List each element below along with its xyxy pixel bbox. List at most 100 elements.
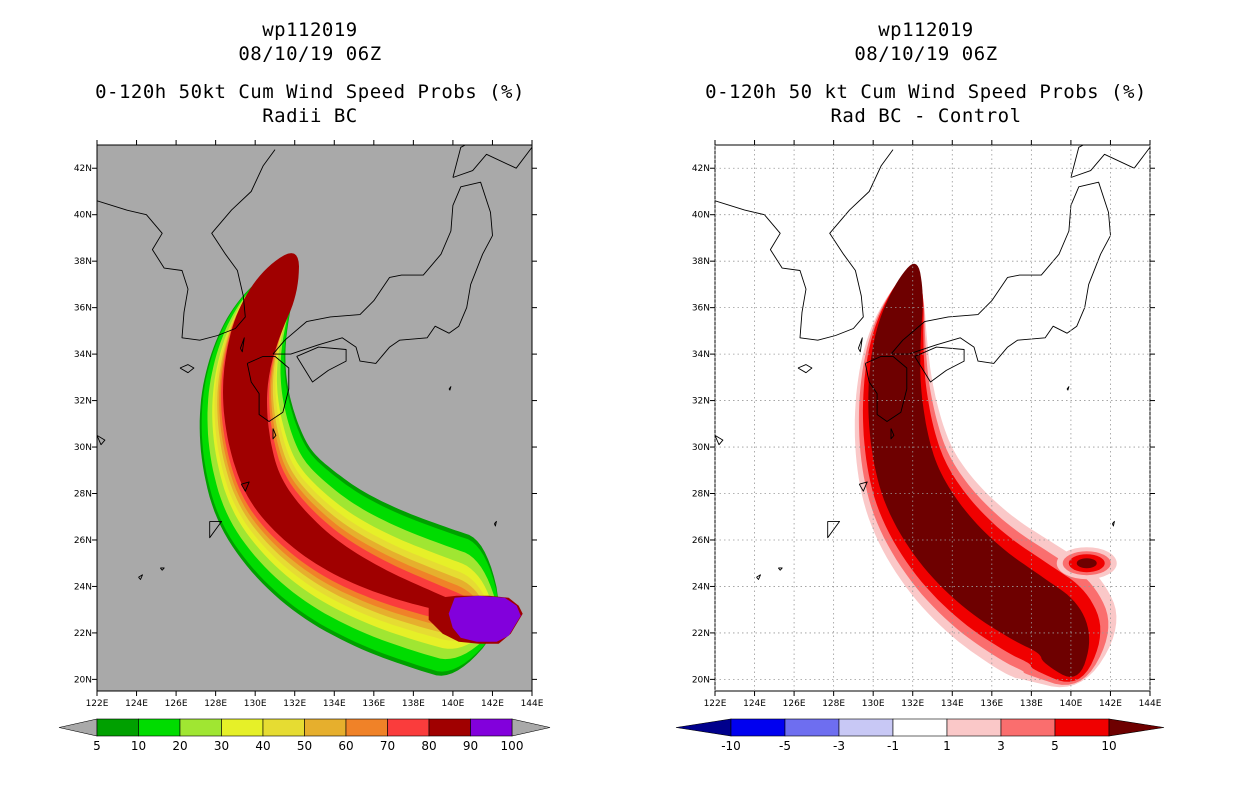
left-prob-contour-100 bbox=[448, 595, 521, 642]
right-colorbar-swatch-4 bbox=[946, 718, 1002, 737]
right-product-title: 0-120h 50 kt Cum Wind Speed Probs (%) bbox=[705, 81, 1147, 103]
left-y-tick-label: 28N bbox=[74, 490, 92, 500]
right-colorbar-label-5: 3 bbox=[997, 739, 1005, 753]
right-coastline-6 bbox=[857, 337, 863, 353]
right-y-tick-label: 28N bbox=[692, 490, 710, 500]
right-colorbar: -10 -5 -3 -1 1 3 5 10 bbox=[675, 718, 1165, 753]
right-colorbar-swatch-2 bbox=[838, 718, 894, 737]
right-colorbar-label-7: 10 bbox=[1101, 739, 1116, 753]
right-coastline-1 bbox=[864, 355, 908, 422]
right-x-tick-label: 138E bbox=[1020, 699, 1043, 709]
right-coastline-3 bbox=[890, 181, 1111, 364]
right-difference-map: 122E 124E 126E 128E 130E 132E 134E 136E 138E 140E… bbox=[675, 140, 1165, 753]
left-y-tick-label: 34N bbox=[74, 350, 92, 360]
left-colorbar-label-4: 40 bbox=[255, 739, 270, 753]
right-title: wp112019 08/10/19 06Z 0-120h 50 kt Cum W… bbox=[656, 18, 1196, 128]
right-x-tick-label: 134E bbox=[941, 699, 964, 709]
right-coastline-2 bbox=[914, 346, 965, 383]
left-colorbar-swatch-8 bbox=[428, 718, 471, 737]
left-x-tick-label: 124E bbox=[125, 699, 148, 709]
right-coastlines bbox=[715, 145, 1150, 580]
right-x-tick-label: 130E bbox=[862, 699, 885, 709]
left-colorbar-label-2: 20 bbox=[172, 739, 187, 753]
left-coastline-8 bbox=[240, 481, 250, 492]
left-colorbar-label-9: 90 bbox=[463, 739, 478, 753]
right-x-tick-label: 132E bbox=[901, 699, 924, 709]
right-colorbar-label-6: 5 bbox=[1051, 739, 1059, 753]
left-title: wp112019 08/10/19 06Z 0-120h 50kt Cum Wi… bbox=[40, 18, 580, 128]
right-y-tick-label: 36N bbox=[692, 304, 710, 314]
right-colorbar-swatch-5 bbox=[1000, 718, 1056, 737]
left-coastlines bbox=[97, 145, 532, 580]
left-colorbar-swatch-3 bbox=[221, 718, 264, 737]
left-x-tick-label: 144E bbox=[521, 699, 544, 709]
left-x-tick-label: 122E bbox=[86, 699, 109, 709]
right-coastline-8 bbox=[858, 481, 868, 492]
left-colorbar-label-5: 50 bbox=[297, 739, 312, 753]
right-diff-secondary-max-3 bbox=[1076, 558, 1097, 569]
right-colorbar-label-3: -1 bbox=[887, 739, 899, 753]
left-y-tick-label: 22N bbox=[74, 629, 92, 639]
right-y-tick-label: 30N bbox=[692, 443, 710, 453]
left-probability-map: 122E 124E 126E 128E 130E 132E 134E 136E 138E 140E… bbox=[58, 140, 551, 753]
right-difference-field bbox=[715, 145, 1150, 688]
left-colorbar-high-extension bbox=[511, 718, 551, 737]
right-y-tick-label: 22N bbox=[692, 629, 710, 639]
right-coastline-11 bbox=[777, 567, 783, 571]
right-x-tick-label: 136E bbox=[980, 699, 1003, 709]
right-diff-contour-3 bbox=[868, 263, 1090, 677]
left-y-tick-label: 20N bbox=[74, 675, 92, 685]
right-coastline-7 bbox=[890, 428, 895, 440]
right-x-tick-label: 140E bbox=[1059, 699, 1082, 709]
left-y-tick-label: 36N bbox=[74, 304, 92, 314]
left-x-tick-label: 134E bbox=[323, 699, 346, 709]
right-colorbar-swatch-6 bbox=[1054, 718, 1110, 737]
left-colorbar-swatch-4 bbox=[262, 718, 305, 737]
left-coastline-10 bbox=[138, 574, 143, 580]
left-probability-field bbox=[97, 145, 532, 676]
left-coastline-9 bbox=[209, 520, 223, 539]
left-colorbar-swatch-7 bbox=[387, 718, 430, 737]
right-coastline-12 bbox=[715, 435, 724, 446]
left-colorbar-swatch-6 bbox=[345, 718, 388, 737]
left-colorbar-swatch-0 bbox=[96, 718, 139, 737]
left-x-tick-label: 136E bbox=[362, 699, 385, 709]
left-coastline-12 bbox=[97, 435, 106, 446]
left-colorbar-label-1: 10 bbox=[131, 739, 146, 753]
right-x-tick-label: 142E bbox=[1099, 699, 1122, 709]
left-coastline-2 bbox=[296, 346, 347, 383]
left-y-tick-label: 40N bbox=[74, 211, 92, 221]
left-x-tick-label: 132E bbox=[283, 699, 306, 709]
left-coastline-4 bbox=[452, 145, 532, 178]
left-colorbar-label-8: 80 bbox=[421, 739, 436, 753]
right-y-tick-label: 38N bbox=[692, 257, 710, 267]
left-plot-frame bbox=[96, 144, 533, 692]
left-valid-time: 08/10/19 06Z bbox=[238, 43, 382, 65]
left-colorbar-label-10: 100 bbox=[501, 739, 524, 753]
right-colorbar-label-0: -10 bbox=[721, 739, 741, 753]
right-x-tick-label: 126E bbox=[783, 699, 806, 709]
right-coastline-0 bbox=[715, 149, 894, 341]
right-x-tick-label: 144E bbox=[1139, 699, 1162, 709]
right-colorbar-swatch-0 bbox=[730, 718, 786, 737]
left-colorbar-label-3: 30 bbox=[214, 739, 229, 753]
left-y-tick-label: 32N bbox=[74, 397, 92, 407]
left-y-tick-label: 30N bbox=[74, 443, 92, 453]
right-colorbar-low-extension bbox=[675, 718, 732, 737]
left-y-tick-label: 38N bbox=[74, 257, 92, 267]
left-coastline-11 bbox=[159, 567, 165, 571]
right-y-tick-label: 32N bbox=[692, 397, 710, 407]
left-coastline-7 bbox=[272, 428, 277, 440]
right-y-tick-label: 42N bbox=[692, 164, 710, 174]
left-x-tick-label: 142E bbox=[481, 699, 504, 709]
left-colorbar-label-0: 5 bbox=[93, 739, 101, 753]
left-x-tick-label: 126E bbox=[165, 699, 188, 709]
left-colorbar-low-extension bbox=[58, 718, 98, 737]
left-colorbar-swatch-2 bbox=[179, 718, 222, 737]
right-storm-id: wp112019 bbox=[878, 19, 974, 41]
right-colorbar-high-extension bbox=[1108, 718, 1165, 737]
right-x-tick-label: 128E bbox=[822, 699, 845, 709]
left-colorbar-swatch-1 bbox=[138, 718, 181, 737]
left-coastline-14 bbox=[448, 386, 452, 391]
left-product-subtitle: Radii BC bbox=[262, 105, 358, 127]
